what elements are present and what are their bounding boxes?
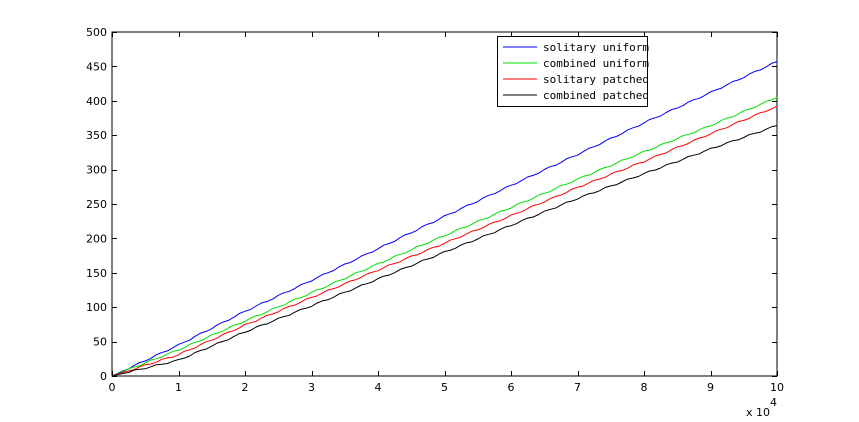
x-tick-label: 2	[242, 381, 249, 394]
x-tick-label: 6	[508, 381, 515, 394]
y-tick-label: 200	[86, 232, 107, 245]
x-tick-label: 4	[375, 381, 382, 394]
x-tick-label: 10	[770, 381, 784, 394]
legend-label: solitary uniform	[543, 41, 649, 54]
y-tick-label: 400	[86, 95, 107, 108]
x-tick-label: 0	[109, 381, 116, 394]
y-tick-label: 450	[86, 60, 107, 73]
y-tick-label: 100	[86, 301, 107, 314]
series-line-combined-uniform	[111, 96, 778, 377]
y-tick-label: 50	[93, 336, 107, 349]
series-line-solitary-patched	[111, 105, 778, 377]
legend: solitary uniform combined uniform solitary…	[497, 36, 649, 107]
legend-label: combined uniform	[543, 57, 649, 70]
x-multiplier-label: x 10	[746, 406, 770, 419]
legend-label: combined patched	[543, 89, 649, 102]
legend-label: solitary patched	[543, 73, 649, 86]
y-tick-label: 350	[86, 129, 107, 142]
x-tick-label: 3	[308, 381, 315, 394]
x-tick-label: 5	[441, 381, 448, 394]
x-tick-label: 8	[641, 381, 648, 394]
series-line-solitary-uniform	[111, 61, 778, 377]
x-tick-label: 1	[175, 381, 182, 394]
y-tick-label: 500	[86, 26, 107, 39]
y-tick-label: 300	[86, 164, 107, 177]
x-multiplier-exponent: 4	[770, 396, 777, 409]
x-tick-label: 9	[707, 381, 714, 394]
y-tick-label: 250	[86, 198, 107, 211]
series-line-combined-patched	[111, 125, 778, 377]
y-tick-label: 0	[100, 370, 107, 383]
y-tick-label: 150	[86, 267, 107, 280]
x-tick-label: 7	[574, 381, 581, 394]
plot-area: 0 1 2 3 4 5 6 7 8 9 100501001502002503003504004505…	[86, 26, 784, 419]
